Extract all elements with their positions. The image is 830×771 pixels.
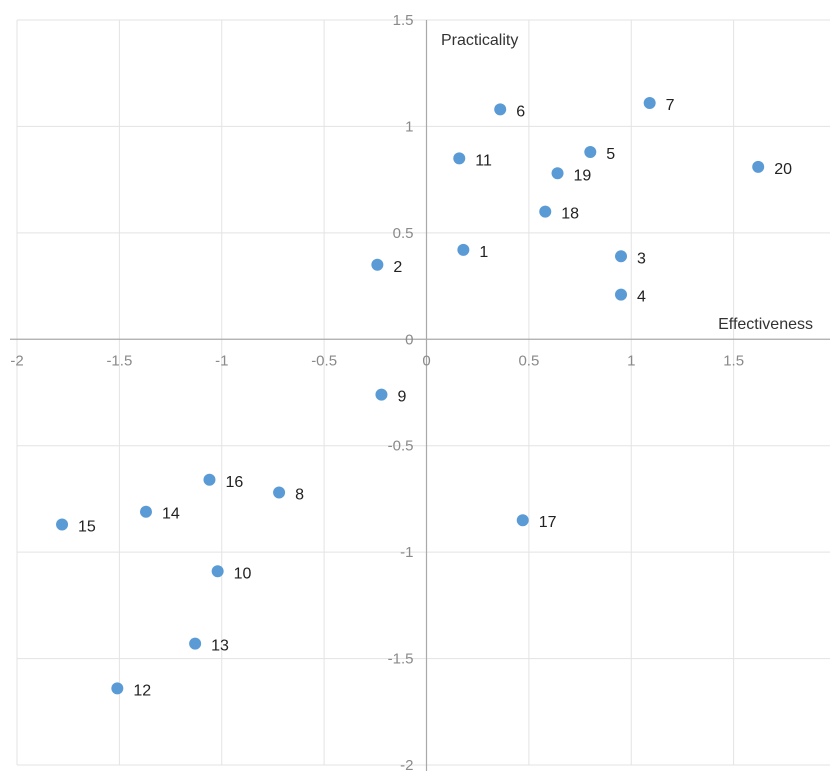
y-tick-label: -0.5 xyxy=(388,438,414,455)
point-label-2: 2 xyxy=(393,259,402,276)
data-point-17 xyxy=(516,514,529,527)
point-label-7: 7 xyxy=(666,97,675,114)
tick-labels: -2 -1.5 -1 -0.5 0 0.5 1 1.5 2 1.5 1 0.5 0 -0.5 -1 -1.5 -… xyxy=(10,12,744,771)
data-point-5 xyxy=(584,145,597,158)
point-label-3: 3 xyxy=(637,250,646,267)
data-point-13 xyxy=(189,637,202,650)
point-label-10: 10 xyxy=(234,565,252,582)
point-label-6: 6 xyxy=(516,103,525,120)
point-label-1: 1 xyxy=(479,244,488,261)
data-point-8 xyxy=(273,486,286,499)
data-point-1 xyxy=(457,243,470,256)
data-point-18 xyxy=(539,205,552,218)
data-point-19 xyxy=(551,167,564,180)
point-label-18: 18 xyxy=(561,206,579,223)
y-tick-label: 0.5 xyxy=(393,225,414,242)
point-label-20: 20 xyxy=(774,161,792,178)
x-axis-title: Effectiveness xyxy=(718,316,813,333)
x-tick-label: -1.5 xyxy=(106,352,132,369)
x-tick-label: -2 xyxy=(10,352,23,369)
point-label-12: 12 xyxy=(133,682,151,699)
y-tick-label: 0 xyxy=(405,331,413,348)
x-tick-label: 0.5 xyxy=(518,352,539,369)
data-point-14 xyxy=(139,505,152,518)
point-label-11: 11 xyxy=(475,152,492,169)
x-tick-label: 1.5 xyxy=(723,352,744,369)
x-tick-label: 1 xyxy=(627,352,635,369)
point-label-16: 16 xyxy=(225,474,243,491)
data-point-2 xyxy=(371,258,384,271)
point-label-17: 17 xyxy=(539,514,557,531)
data-point-9 xyxy=(375,388,388,401)
x-tick-label: -1 xyxy=(215,352,228,369)
point-label-5: 5 xyxy=(606,146,615,163)
data-point-4 xyxy=(615,288,628,301)
grid xyxy=(16,19,830,766)
point-label-9: 9 xyxy=(397,389,406,406)
y-tick-label: 1 xyxy=(405,118,413,135)
point-label-4: 4 xyxy=(637,289,646,306)
point-label-13: 13 xyxy=(211,638,229,655)
y-tick-label: -1.5 xyxy=(388,651,414,668)
point-label-14: 14 xyxy=(162,506,180,523)
axes xyxy=(10,20,830,771)
y-tick-label: -2 xyxy=(400,757,413,771)
point-label-15: 15 xyxy=(78,518,96,535)
data-point-16 xyxy=(203,473,216,486)
data-point-10 xyxy=(211,565,224,578)
data-point-6 xyxy=(494,103,507,116)
y-tick-label: 1.5 xyxy=(393,12,414,29)
data-point-15 xyxy=(56,518,69,531)
x-tick-label: 0 xyxy=(422,352,430,369)
point-label-19: 19 xyxy=(574,167,592,184)
x-tick-label: -0.5 xyxy=(311,352,337,369)
data-point-7 xyxy=(643,97,656,110)
data-point-11 xyxy=(453,152,466,165)
point-label-8: 8 xyxy=(295,487,304,504)
data-point-3 xyxy=(615,250,628,263)
y-axis-title: Practicality xyxy=(441,32,518,49)
data-point-12 xyxy=(111,682,124,695)
data-point-20 xyxy=(752,160,765,173)
y-tick-label: -1 xyxy=(400,544,413,561)
